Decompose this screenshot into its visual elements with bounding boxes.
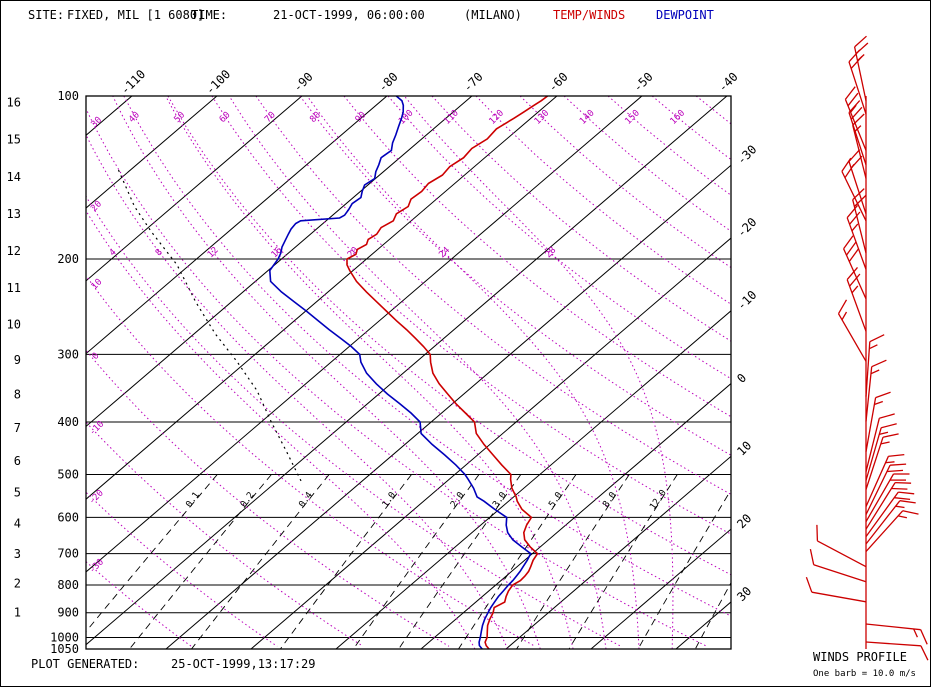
site-value: FIXED, MIL [1 6080] [67,8,205,22]
svg-text:-100: -100 [203,67,233,97]
svg-text:3: 3 [14,547,21,561]
svg-text:-50: -50 [630,70,655,95]
svg-text:0: 0 [734,371,749,386]
svg-text:0: 0 [91,351,102,362]
svg-text:15: 15 [7,133,21,147]
svg-text:-30: -30 [87,557,106,576]
svg-text:70: 70 [263,110,278,125]
svg-text:0.2: 0.2 [239,491,257,510]
svg-text:110: 110 [442,108,461,127]
svg-text:12.0: 12.0 [648,488,669,512]
svg-text:1000: 1000 [50,631,79,645]
svg-text:9: 9 [14,353,21,367]
wind-barbs [805,35,929,661]
svg-text:10: 10 [734,438,754,458]
svg-text:-20: -20 [87,488,106,507]
svg-text:-30: -30 [734,142,759,167]
svg-text:700: 700 [57,547,79,561]
time-label: TIME: [191,8,228,22]
svg-text:-90: -90 [290,70,315,95]
svg-text:12: 12 [7,244,21,258]
svg-text:60: 60 [218,110,233,125]
reference-curve [117,169,302,482]
svg-text:800: 800 [57,578,79,592]
height-axis-labels: 16 15 14 13 12 11 10 9 8 7 6 5 4 3 2 1 [7,96,21,620]
svg-text:-80: -80 [375,70,400,95]
svg-text:11: 11 [7,281,21,295]
svg-text:-20: -20 [734,215,759,240]
mixing-ratio-lines [86,474,731,649]
pressure-grid [86,95,731,650]
svg-text:5: 5 [14,486,21,500]
svg-text:400: 400 [57,415,79,429]
svg-text:600: 600 [57,510,79,524]
dewpoint-legend: DEWPOINT [656,8,714,22]
temperature-trace [346,96,549,649]
site-label: SITE: [28,8,65,22]
svg-text:13: 13 [7,207,21,221]
moist-adiabats [86,96,674,649]
svg-text:-70: -70 [460,70,485,95]
svg-text:300: 300 [57,347,79,361]
svg-text:16: 16 [7,96,21,110]
dewpoint-trace [268,96,532,649]
svg-text:-10: -10 [734,288,759,313]
svg-text:8: 8 [154,247,165,258]
svg-text:2: 2 [14,577,21,591]
svg-text:160: 160 [669,108,688,127]
svg-text:200: 200 [57,252,79,266]
plot-generated-label: PLOT GENERATED: [31,657,140,671]
time-value: 21-OCT-1999, 06:00:00 [273,8,425,22]
barb-scale-legend: One barb = 10.0 m/s [813,669,916,679]
svg-text:8.0: 8.0 [601,491,619,510]
svg-text:-110: -110 [118,67,148,97]
svg-text:900: 900 [57,606,79,620]
winds-profile-title: WINDS PROFILE [813,650,907,664]
svg-text:7: 7 [14,421,21,435]
svg-text:0.1: 0.1 [184,491,202,510]
svg-text:2.0: 2.0 [449,491,467,510]
mixing-ratio-labels: 0.1 0.2 0.4 1.0 2.0 3.0 5.0 8.0 12.0 [184,488,668,512]
svg-text:4: 4 [14,517,21,531]
svg-text:14: 14 [7,170,21,184]
svg-text:-40: -40 [715,70,740,95]
svg-text:10: 10 [7,318,21,332]
svg-text:40: 40 [127,110,142,125]
temp-axis-right-labels: -30 -20 -10 0 10 20 30 [734,142,759,604]
svg-text:6: 6 [14,454,21,468]
station-name: (MILANO) [464,8,522,22]
svg-text:20: 20 [734,511,754,531]
svg-text:5.0: 5.0 [547,491,565,510]
svg-text:500: 500 [57,468,79,482]
svg-text:1050: 1050 [50,642,79,656]
svg-text:100: 100 [57,89,79,103]
isotherms [86,96,731,649]
svg-text:20: 20 [89,199,104,214]
svg-text:4: 4 [108,247,119,258]
svg-text:3.0: 3.0 [491,491,509,510]
dry-adiabats [86,96,731,647]
svg-text:30: 30 [734,584,754,604]
svg-text:1: 1 [14,605,21,619]
svg-text:30: 30 [90,115,105,130]
svg-text:8: 8 [14,388,21,402]
temp-winds-legend: TEMP/WINDS [553,8,626,22]
svg-text:10: 10 [90,277,105,292]
svg-text:1.0: 1.0 [381,491,399,510]
svg-text:80: 80 [308,110,323,125]
svg-text:-60: -60 [545,70,570,95]
plot-frame [85,95,732,650]
svg-text:150: 150 [623,108,642,127]
svg-text:0.4: 0.4 [297,491,315,510]
temp-axis-top-labels: -110 -100 -90 -80 -70 -60 -50 -40 [118,67,741,97]
plot-generated-value: 25-OCT-1999,13:17:29 [171,657,316,671]
